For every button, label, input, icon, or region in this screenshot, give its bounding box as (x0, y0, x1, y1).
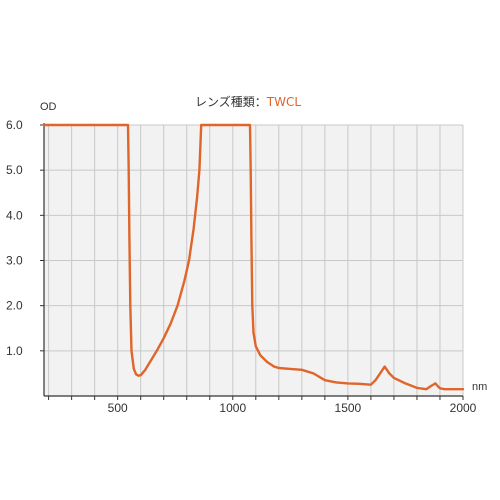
x-tick-label: 1000 (219, 401, 246, 415)
y-tick-label: 6.0 (6, 118, 23, 132)
x-axis-label: nm (472, 381, 487, 393)
y-tick-label: 4.0 (6, 208, 23, 222)
y-axis-label: OD (40, 101, 57, 113)
chart-title: レンズ種類：TWCL (195, 94, 301, 109)
axes (40, 123, 464, 400)
chart-title-prefix: レンズ種類： (195, 94, 267, 109)
x-tick-label: 1500 (335, 401, 362, 415)
x-tick-label: 2000 (450, 401, 477, 415)
series-layer (42, 123, 465, 391)
chart-title-value: TWCL (266, 95, 302, 109)
tick-labels: 1.0 2.0 3.0 4.0 5.0 6.0 500 1000 1500 2000 (6, 118, 477, 415)
grid-lines (44, 124, 464, 396)
y-tick-label: 5.0 (6, 163, 23, 177)
od-series-line (42, 123, 465, 391)
x-tick-label: 500 (108, 401, 128, 415)
y-tick-label: 3.0 (6, 254, 23, 268)
y-tick-label: 2.0 (6, 299, 23, 313)
y-tick-label: 1.0 (6, 344, 23, 358)
